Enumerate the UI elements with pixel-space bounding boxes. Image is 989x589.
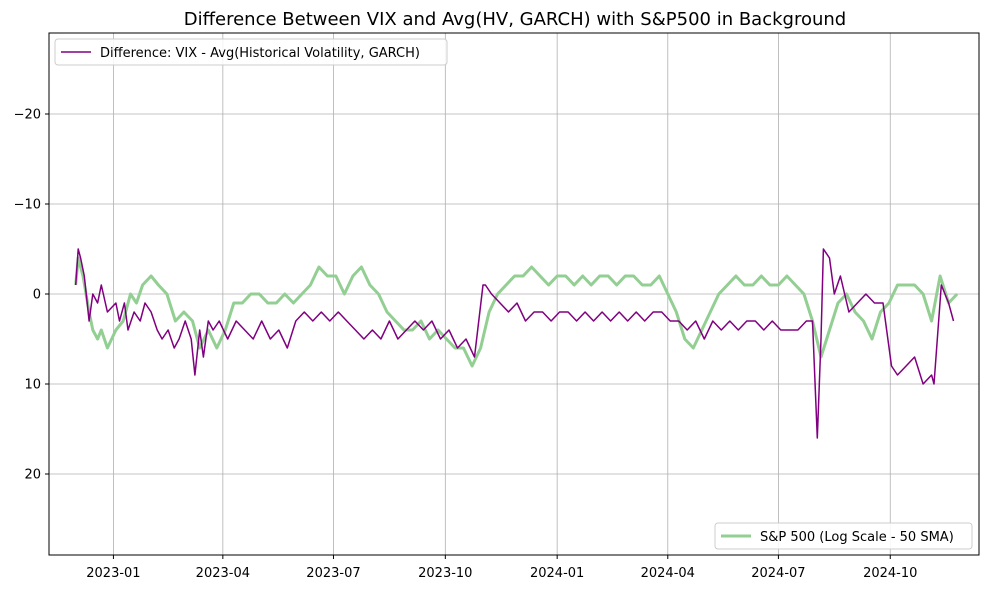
legend-label-sp500: S&P 500 (Log Scale - 50 SMA) <box>760 530 954 545</box>
legend-label-difference: Difference: VIX - Avg(Historical Volatil… <box>100 46 420 61</box>
grid <box>49 33 979 555</box>
x-tick-label: 2024-01 <box>530 566 584 581</box>
x-axis: 2023-01 2023-04 2023-07 2023-10 2024-01 2024-… <box>86 555 917 581</box>
series-layer <box>74 248 959 439</box>
chart-title: Difference Between VIX and Avg(HV, GARCH… <box>184 9 846 30</box>
legend-box-lower <box>714 522 973 550</box>
legend-box-upper <box>54 38 448 66</box>
y-axis: −20 −10 0 10 20 <box>14 108 49 483</box>
legend-lower: S&P 500 (Log Scale - 50 SMA) <box>714 522 973 550</box>
legend-upper: Difference: VIX - Avg(Historical Volatil… <box>54 38 448 66</box>
y-tick-label: −10 <box>14 198 41 213</box>
y-tick-label: 20 <box>24 468 41 483</box>
y-tick-label: 10 <box>24 378 41 393</box>
series-line-sp500 <box>74 256 959 368</box>
x-tick-label: 2023-01 <box>86 566 140 581</box>
x-tick-label: 2023-10 <box>418 566 472 581</box>
y-tick-label: 0 <box>33 288 41 303</box>
x-tick-label: 2023-04 <box>196 566 250 581</box>
x-tick-label: 2023-07 <box>306 566 360 581</box>
y-tick-label: −20 <box>14 108 41 123</box>
x-tick-label: 2024-10 <box>863 566 917 581</box>
series-line-difference <box>74 248 955 439</box>
x-tick-label: 2024-04 <box>641 566 695 581</box>
x-tick-label: 2024-07 <box>751 566 805 581</box>
